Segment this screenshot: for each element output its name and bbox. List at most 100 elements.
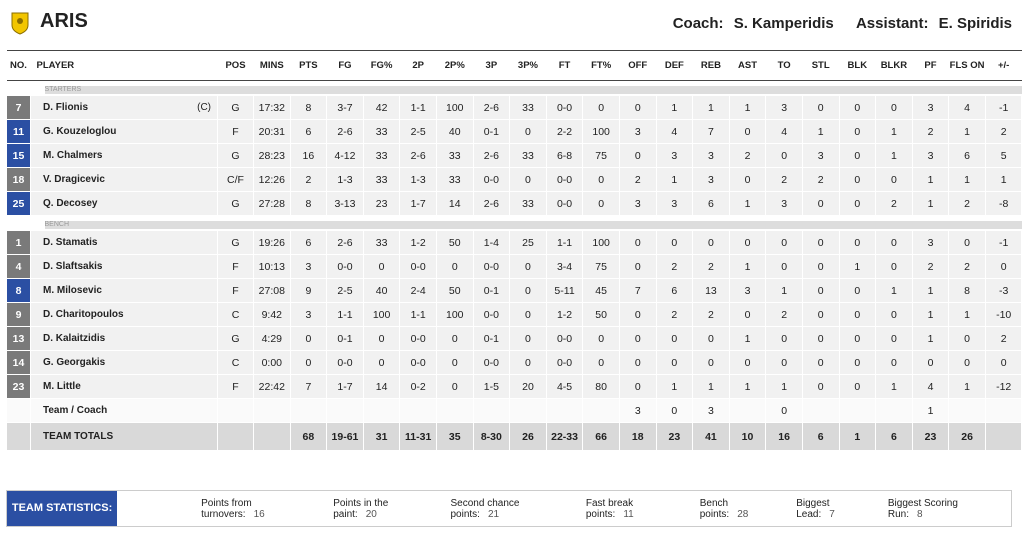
stat-cell: 0	[618, 350, 657, 375]
stat-cell: 0	[838, 302, 877, 327]
stat-cell	[253, 422, 291, 451]
stat-cell: 1	[692, 374, 730, 399]
stat-cell: 3	[911, 95, 950, 120]
stat-item: Points in the paint: 20	[333, 498, 430, 520]
stat-cell: 42	[362, 95, 401, 120]
stat-cell: 2	[618, 167, 657, 192]
stat-cell: 0	[838, 374, 877, 399]
stat-cell: 0	[838, 95, 877, 120]
stat-cell: 1	[948, 119, 986, 144]
player-number: 15	[6, 143, 31, 168]
stat-cell: 0	[362, 254, 401, 279]
stat-cell: 1-7	[326, 374, 364, 399]
stat-cell: 20	[509, 374, 547, 399]
stat-cell: 0	[984, 350, 1023, 375]
stat-cell: 2	[765, 167, 803, 192]
player-name-text: Team / Coach	[43, 405, 108, 416]
stat-cell	[801, 398, 840, 423]
stat-cell: 1-1	[545, 230, 584, 255]
column-header: FT	[546, 50, 583, 81]
stat-cell: 0	[655, 326, 694, 351]
player-number: 7	[6, 95, 31, 120]
stat-cell: 0	[765, 230, 803, 255]
stat-cell: 0	[692, 326, 730, 351]
player-number: 8	[6, 278, 31, 303]
section-row: STARTERS	[7, 81, 1022, 96]
stat-cell: 8-30	[472, 422, 511, 451]
coach-label: Coach:	[672, 15, 724, 32]
stat-cell: 0-0	[545, 326, 584, 351]
stat-cell: 0	[801, 278, 840, 303]
stat-cell: 0	[582, 167, 620, 192]
stat-cell: 0	[618, 230, 657, 255]
stat-cell: 8	[289, 95, 328, 120]
column-header: 3P	[473, 50, 510, 81]
stat-cell: 2	[911, 254, 950, 279]
stat-cell: C	[217, 350, 254, 375]
stat-cell: 1-1	[326, 302, 364, 327]
player-row: 11 G. Kouzeloglou F 20:31 6 2-6 33 2-5 40 0-1 0 2-2…	[6, 119, 1023, 144]
stats-items: Points from turnovers: 16 Points in the pa…	[201, 498, 1011, 520]
stat-cell: 4	[948, 95, 986, 120]
stat-cell: 40	[362, 278, 401, 303]
stat-cell	[217, 422, 254, 451]
stat-cell: 4-5	[545, 374, 584, 399]
player-name-text: D. Flionis	[43, 102, 88, 113]
player-name: M. Milosevic	[30, 278, 218, 303]
stat-cell: 14	[435, 191, 474, 216]
stat-cell: 0	[289, 326, 328, 351]
stat-label: Fast break points:	[585, 497, 634, 520]
stat-cell: 0	[435, 254, 474, 279]
stat-cell: 3	[289, 254, 328, 279]
stat-cell: 17:32	[253, 95, 291, 120]
stat-cell: 3	[289, 302, 328, 327]
stat-cell: 100	[435, 302, 474, 327]
stat-cell: 26	[509, 422, 547, 451]
stat-cell: 0	[692, 350, 730, 375]
stat-cell: 0	[618, 302, 657, 327]
stat-cell: 2-6	[399, 143, 437, 168]
stat-cell: 0-1	[326, 326, 364, 351]
stat-cell: 0	[655, 350, 694, 375]
stat-cell: 33	[435, 167, 474, 192]
stat-cell: 0	[655, 230, 694, 255]
stat-cell: 0	[618, 326, 657, 351]
player-row: 8 M. Milosevic F 27:08 9 2-5 40 2-4 50 0-1 0 5-11 45…	[6, 278, 1023, 303]
player-name: M. Chalmers	[30, 143, 218, 168]
stat-item: Fast break points: 11	[586, 498, 680, 520]
column-header: BLK	[839, 50, 876, 81]
player-name-text: Q. Decosey	[43, 198, 98, 209]
stat-cell: 1	[911, 326, 950, 351]
stat-cell: 75	[582, 143, 620, 168]
stat-cell: 1-1	[399, 302, 437, 327]
stat-cell: 1	[655, 374, 694, 399]
stat-cell: 0	[582, 95, 620, 120]
stat-cell	[984, 398, 1023, 423]
stat-cell: 0	[838, 191, 877, 216]
stat-cell: 0-1	[472, 326, 511, 351]
player-number: 1	[6, 230, 31, 255]
stat-cell	[326, 398, 364, 423]
stat-cell: 10	[728, 422, 767, 451]
stat-value: 16	[253, 508, 265, 520]
player-name-text: D. Slaftsakis	[43, 261, 103, 272]
stat-cell: 6	[801, 422, 840, 451]
stat-cell: 41	[692, 422, 730, 451]
section-label: BENCH	[44, 220, 1022, 229]
stat-cell: 0	[692, 230, 730, 255]
stat-cell: 3	[765, 191, 803, 216]
player-name: D. Charitopoulos	[30, 302, 218, 327]
stat-cell: 0	[509, 326, 547, 351]
stat-cell: 45	[582, 278, 620, 303]
stat-cell: 2	[875, 191, 913, 216]
stat-cell: 100	[362, 302, 401, 327]
stat-cell: 1	[911, 302, 950, 327]
stat-cell: 3	[692, 143, 730, 168]
stat-cell: 28:23	[253, 143, 291, 168]
stat-cell: 50	[582, 302, 620, 327]
stat-cell: 2	[692, 302, 730, 327]
stat-cell: 0	[875, 95, 913, 120]
stat-cell: 2	[911, 119, 950, 144]
stat-cell: 1	[911, 191, 950, 216]
stat-cell: 0	[765, 326, 803, 351]
